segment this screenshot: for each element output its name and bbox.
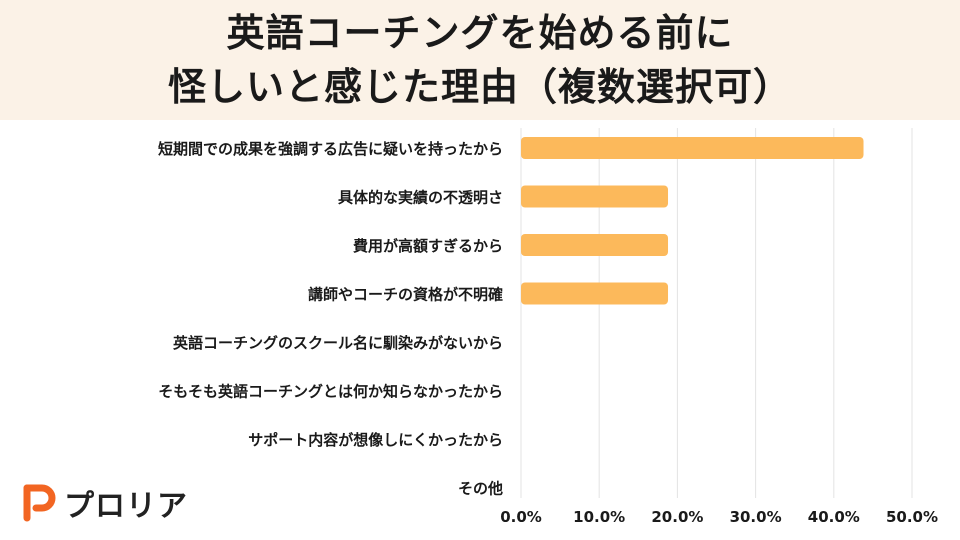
x-tick-label: 40.0% <box>808 508 860 526</box>
x-tick-label: 30.0% <box>730 508 782 526</box>
brand-mark-icon <box>23 484 56 522</box>
x-tick-label: 50.0% <box>886 508 938 526</box>
category-label: 具体的な実績の不透明さ <box>338 189 503 207</box>
x-tick-label: 0.0% <box>500 508 542 526</box>
category-label: 講師やコーチの資格が不明確 <box>308 286 503 304</box>
category-label: サポート内容が想像しにくかったから <box>248 431 503 449</box>
brand-logo: プロリア <box>22 483 188 524</box>
category-label: そもそも英語コーチングとは何か知らなかったから <box>158 383 503 401</box>
bar <box>521 282 669 305</box>
chart-title: 英語コーチングを始める前に 怪しいと感じた理由（複数選択可） <box>0 6 960 114</box>
bar <box>521 137 864 159</box>
title-line-1: 英語コーチングを始める前に <box>226 11 734 55</box>
bar-chart: 0.0% 10.0% 20.0% 30.0% 40.0% 50.0% 短期間での成果を強調す… <box>158 128 938 526</box>
category-label: その他 <box>458 480 503 498</box>
title-line-2: 怪しいと感じた理由（複数選択可） <box>167 65 792 109</box>
category-label: 英語コーチングのスクール名に馴染みがないから <box>173 334 503 352</box>
x-tick-label: 10.0% <box>573 508 625 526</box>
brand-name: プロリア <box>64 489 188 524</box>
category-label: 費用が高額すぎるから <box>353 237 503 255</box>
bar <box>521 185 669 208</box>
x-tick-label: 20.0% <box>651 508 703 526</box>
category-label: 短期間での成果を強調する広告に疑いを持ったから <box>158 140 503 158</box>
bar <box>521 234 669 256</box>
plot-area: 0.0% 10.0% 20.0% 30.0% 40.0% 50.0% 短期間での成果を強調す… <box>0 120 960 540</box>
